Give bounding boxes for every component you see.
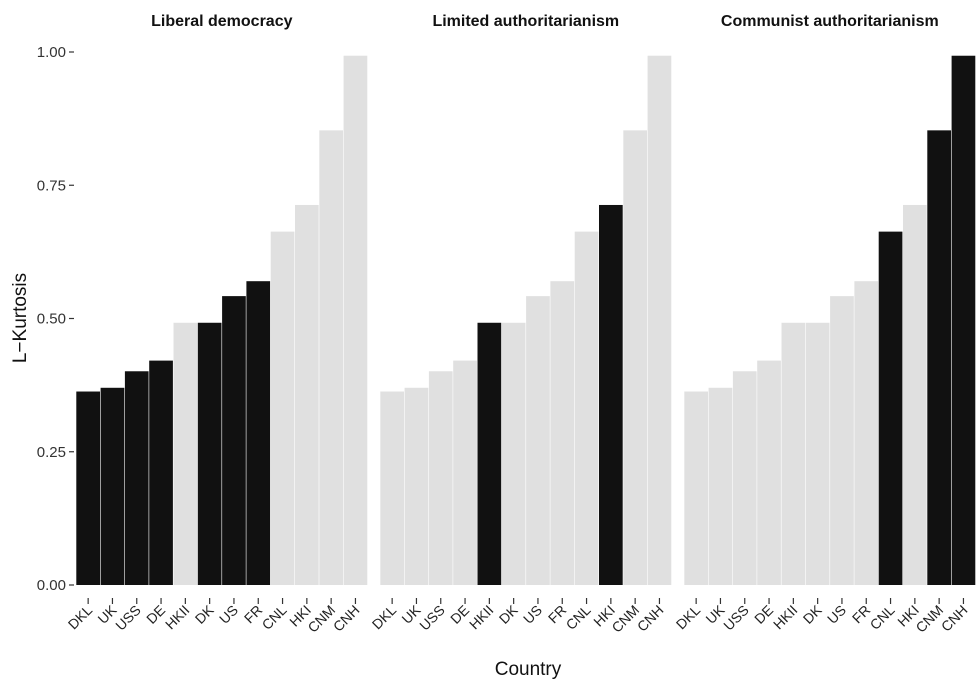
bar — [100, 387, 125, 585]
bar — [781, 322, 806, 585]
y-axis: 0.00 0.25 0.50 0.75 1.00 — [37, 44, 74, 594]
bar — [757, 360, 781, 585]
x-tick-label: US — [824, 602, 849, 627]
bar — [708, 387, 733, 585]
x-tick-label: CNH — [330, 602, 363, 635]
bar — [599, 204, 623, 585]
x-tick-label: HKII — [162, 602, 193, 633]
x-tick-label: DKL — [369, 602, 400, 633]
bar — [222, 296, 246, 585]
bar — [453, 360, 477, 585]
y-tick-label: 0.25 — [37, 444, 66, 461]
x-tick-label: CNL — [259, 602, 290, 633]
panel-title: Liberal democracy — [151, 13, 293, 30]
bar — [623, 130, 647, 585]
x-tick-label: HKII — [770, 602, 801, 633]
panel-title: Communist authoritarianism — [721, 13, 939, 30]
x-tick-label: HKII — [466, 602, 497, 633]
bar — [574, 231, 599, 585]
panel-title: Limited authoritarianism — [432, 13, 619, 30]
x-tick-label: DK — [800, 601, 826, 627]
x-tick-label: USS — [112, 602, 144, 634]
bar — [647, 55, 672, 585]
bar — [501, 322, 526, 585]
x-tick-label: DK — [192, 601, 218, 627]
x-tick-label: US — [216, 602, 241, 627]
bar — [805, 322, 830, 585]
bar — [149, 360, 173, 585]
bar — [173, 322, 198, 585]
bar — [380, 391, 404, 585]
y-tick-label: 0.00 — [37, 577, 66, 594]
bar — [951, 55, 976, 585]
y-tick-label: 1.00 — [37, 44, 66, 61]
x-tick-label: USS — [720, 602, 752, 634]
x-tick-label: CNH — [634, 602, 667, 635]
x-tick-label: CNL — [867, 602, 898, 633]
bar — [878, 231, 903, 585]
bar — [732, 371, 757, 585]
x-tick-label: CNH — [938, 602, 971, 635]
bar — [550, 281, 575, 585]
x-axis-title: Country — [495, 659, 562, 680]
x-tick-label: DKL — [65, 602, 96, 633]
y-axis-title: L−Kurtosis — [10, 273, 31, 363]
bar — [903, 204, 927, 585]
x-tick-label: CNL — [563, 602, 594, 633]
bar — [246, 281, 271, 585]
bar — [270, 231, 295, 585]
bar — [343, 55, 368, 585]
bar — [197, 322, 222, 585]
x-tick-label: USS — [416, 602, 448, 634]
bar — [319, 130, 343, 585]
y-tick-label: 0.75 — [37, 177, 66, 194]
bar — [76, 391, 100, 585]
y-tick-label: 0.50 — [37, 311, 66, 328]
bar — [477, 322, 502, 585]
bar — [684, 391, 708, 585]
bar — [526, 296, 550, 585]
bar — [124, 371, 149, 585]
bar — [927, 130, 951, 585]
bar — [295, 204, 319, 585]
x-tick-label: DKL — [673, 602, 704, 633]
bar — [854, 281, 879, 585]
bar — [830, 296, 854, 585]
bar — [428, 371, 453, 585]
x-tick-label: DK — [496, 601, 522, 627]
x-tick-label: US — [520, 602, 545, 627]
bar — [404, 387, 429, 585]
